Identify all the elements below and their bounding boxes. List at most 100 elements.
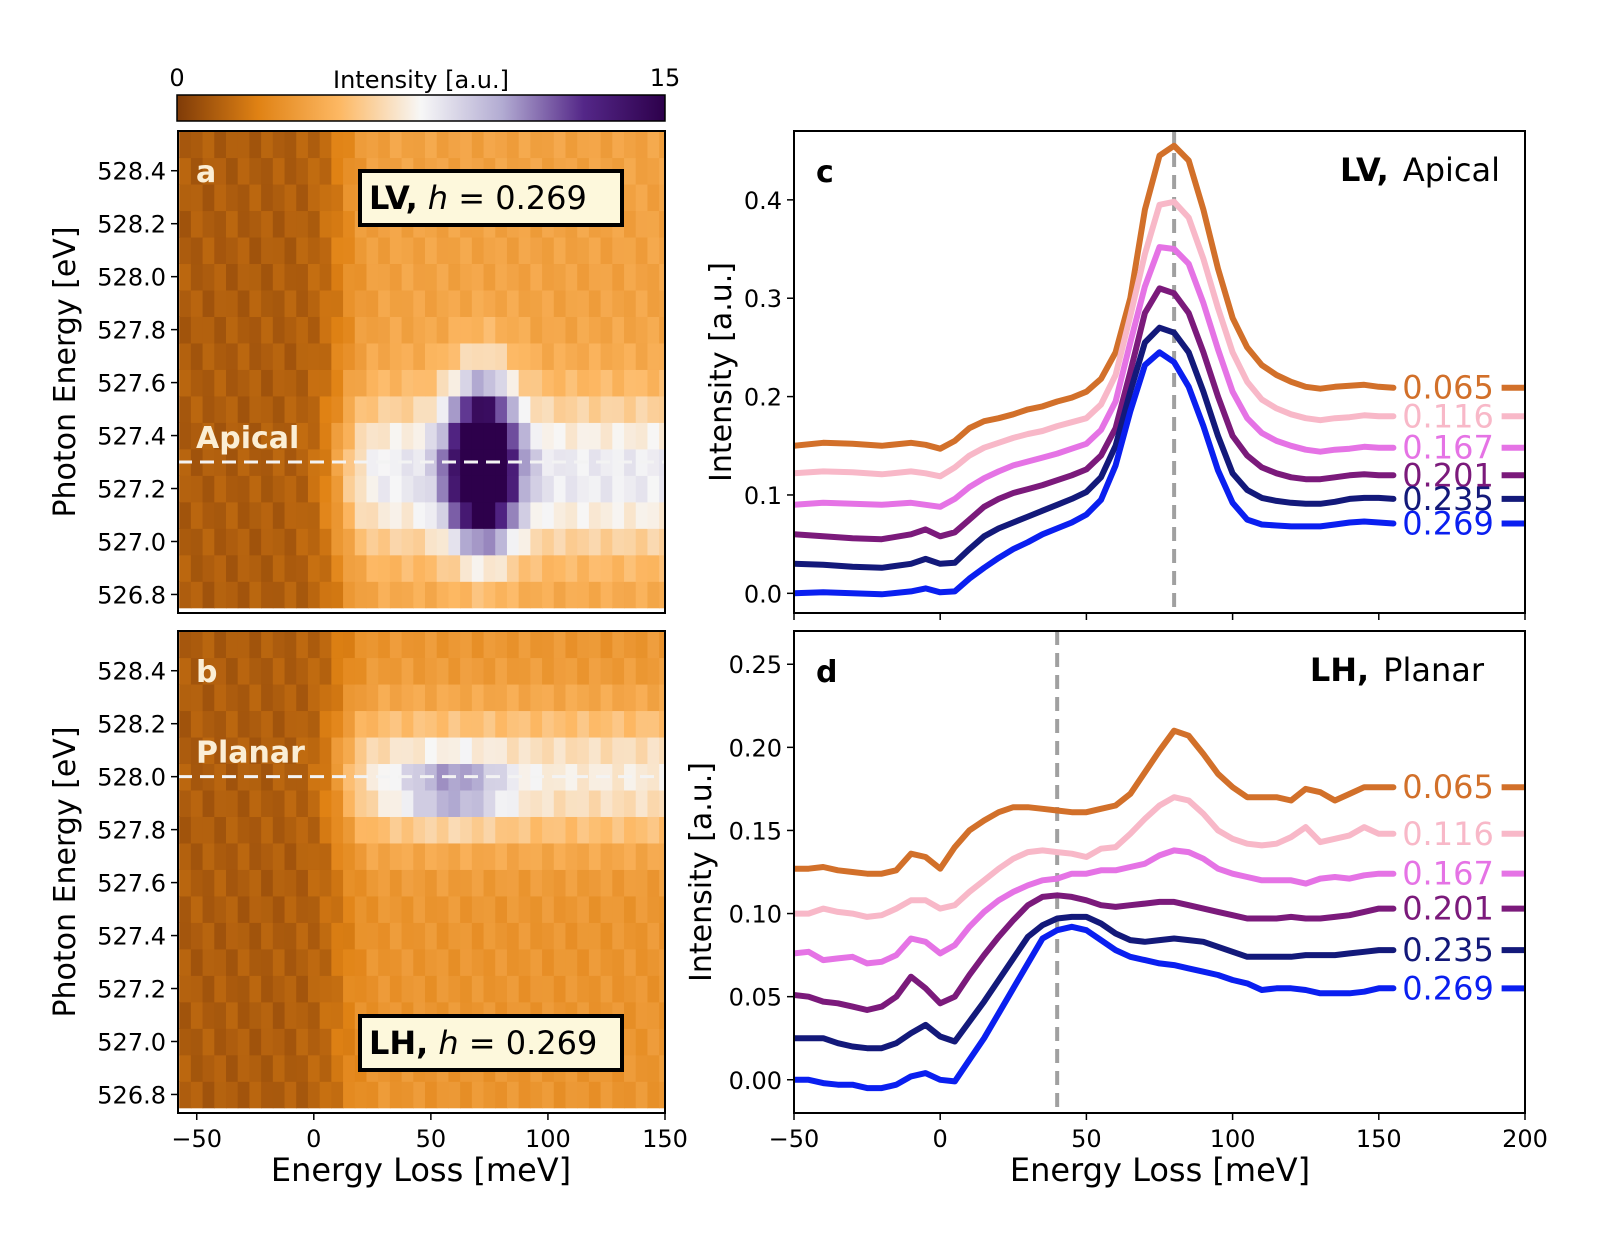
panel-c-ylabel: Intensity [a.u.] [704,262,739,482]
heatmap-cell [343,816,356,844]
heatmap-cell [518,131,531,159]
heatmap-cell [401,816,414,844]
heatmap-cell [389,683,403,712]
heatmap-cell [202,369,215,397]
y-tick-label: 526.8 [97,581,166,609]
heatmap-cell [647,316,660,344]
heatmap-cell [307,263,321,291]
heatmap-cell [214,395,227,423]
heatmap-cell [179,263,192,291]
heatmap-cell [261,869,274,897]
heatmap-cell [588,501,602,529]
heatmap-cell [226,369,239,397]
heatmap-cell [202,342,215,370]
heatmap-cell [319,631,332,659]
heatmap-cell [343,528,356,556]
heatmap-cell [553,236,567,265]
panel-c-lineplot: 0.0 0.1 0.2 0.3 0.4 0.0650.1160.1670.2010.23… [704,130,1526,620]
heatmap-cell [401,1081,414,1109]
heatmap-cell [389,395,403,423]
heatmap-cell [471,395,485,423]
y-tick-label: 0.10 [729,901,782,929]
heatmap-cell [659,157,665,185]
heatmap-cell [343,448,356,476]
panel-a-heatmap: Apical a LV, h = 0.269 526.8 527.0 527.2 527… [48,130,666,614]
heatmap-cell [624,631,637,659]
heatmap-cell [331,501,344,529]
heatmap-cell [214,528,227,556]
heatmap-cell [284,422,297,450]
heatmap-cell [612,342,625,370]
heatmap-cell [366,448,379,476]
heatmap-cell [635,289,649,317]
heatmap-cell [261,395,274,423]
planar-marker-label: Planar [196,736,305,771]
heatmap-cell [190,975,204,1003]
heatmap-cell [284,1001,297,1029]
heatmap-cell [425,263,438,291]
heatmap-cell [296,1081,309,1109]
heatmap-cell [366,975,379,1003]
heatmap-cell [413,554,426,582]
heatmap-cell [237,448,251,476]
heatmap-cell [190,342,204,370]
heatmap-cell [296,475,309,503]
heatmap-cell [343,210,356,238]
heatmap-cell [190,157,204,185]
heatmap-cell [307,789,321,817]
series-line-0.167 [794,244,1397,510]
heatmap-cell [659,581,665,609]
heatmap-cell [331,789,344,817]
heatmap-cell [226,157,239,185]
heatmap-cell [272,1028,286,1056]
heatmap-cell [214,895,227,923]
heatmap-cell [506,581,520,609]
heatmap-cell [588,422,602,450]
heatmap-cell [190,316,204,344]
heatmap-cell [612,842,625,870]
heatmap-cell [190,263,204,291]
heatmap-cell [425,736,438,765]
heatmap-cell [378,816,391,844]
heatmap-cell [483,554,496,582]
heatmap-cell [284,710,297,738]
heatmap-cell [354,131,368,159]
heatmap-cell [237,1028,251,1056]
heatmap-cell [331,316,344,344]
heatmap-cell [307,475,321,503]
heatmap-cell [202,501,215,529]
heatmap-cell [261,922,274,950]
heatmap-cell [518,448,531,476]
heatmap-cell [202,736,215,765]
heatmap-cell [214,236,227,265]
heatmap-cell [460,710,473,738]
heatmap-cell [237,1001,251,1029]
heatmap-cell [343,289,356,317]
heatmap-cell [296,395,309,423]
heatmap-cell [425,422,438,450]
heatmap-cell [635,869,649,897]
heatmap-cell [284,948,297,976]
heatmap-cell [436,263,450,291]
heatmap-cell [190,289,204,317]
panel-d-frame [793,630,1526,1114]
heatmap-cell [647,975,660,1003]
heatmap-cell [331,631,344,659]
heatmap-cell [237,657,251,685]
heatmap-cell [565,922,578,950]
heatmap-cell [296,369,309,397]
heatmap-cell [319,763,332,791]
heatmap-cell [624,683,637,712]
heatmap-cell [401,131,414,159]
y-tick-label: 528.4 [97,158,166,186]
heatmap-cell [518,710,531,738]
heatmap-cell [425,342,438,370]
series-label: 0.065 [1402,768,1494,806]
heatmap-cell [296,842,309,870]
heatmap-cell [179,157,192,185]
heatmap-cell [530,131,543,159]
heatmap-cell [226,395,239,423]
heatmap-cell [202,528,215,556]
heatmap-cell [190,131,204,159]
heatmap-cell [460,895,473,923]
